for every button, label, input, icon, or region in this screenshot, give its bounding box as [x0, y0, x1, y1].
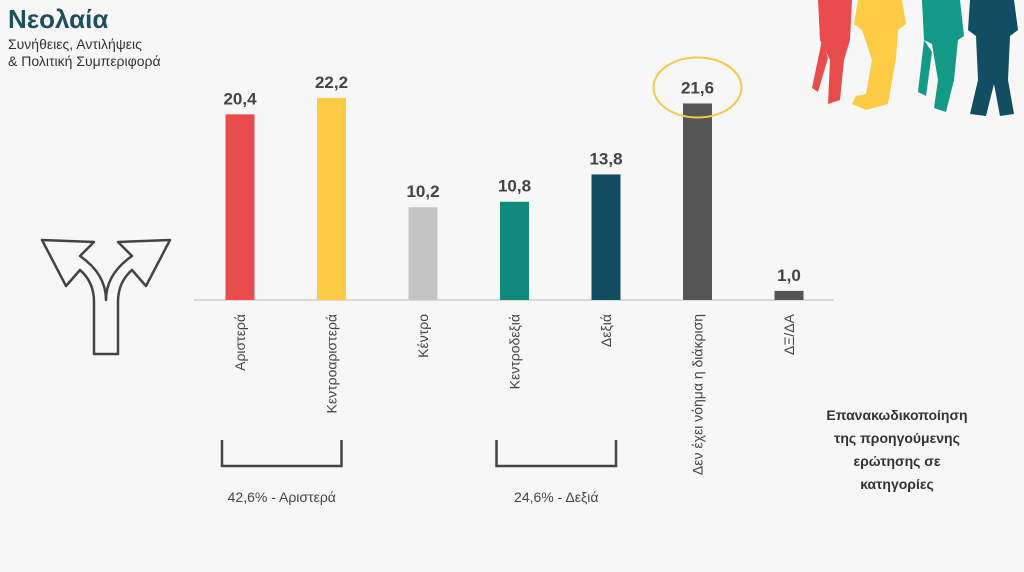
subtitle-line: Συνήθειες, Αντιλήψεις [8, 36, 142, 52]
value-label: 13,8 [589, 149, 622, 168]
category-label: Αριστερά [232, 314, 248, 371]
note-line: ερώτησης σε [853, 453, 941, 469]
highlight-circle [652, 56, 743, 119]
page-subtitle: Συνήθειες, Αντιλήψεις & Πολιτική Συμπερι… [8, 36, 161, 70]
group-bracket [220, 440, 343, 468]
bar [591, 174, 621, 300]
group-label: 42,6% - Αριστερά [228, 489, 336, 505]
group-label: 24,6% - Δεξιά [514, 489, 598, 505]
bar [774, 290, 804, 300]
value-label: 10,2 [406, 182, 439, 201]
value-label: 10,8 [498, 177, 531, 196]
note-line: κατηγορίες [860, 476, 934, 492]
value-label: 22,2 [315, 73, 348, 92]
category-label: Δεν έχει νόημα η διάκριση [690, 314, 706, 475]
note-line: της προηγούμενης [834, 430, 960, 446]
recode-note: Επανακωδικοποίηση της προηγούμενης ερώτη… [816, 404, 978, 496]
category-label: ΔΞ/ΔΑ [781, 313, 797, 355]
subtitle-line: & Πολιτική Συμπεριφορά [8, 53, 161, 69]
category-label: Δεξιά [598, 314, 614, 347]
value-label: 21,6 [681, 78, 714, 97]
split-arrow-icon [40, 238, 172, 356]
value-label: 20,4 [223, 89, 257, 108]
page-title: Νεολαία [8, 4, 109, 34]
bar [225, 114, 255, 300]
category-label: Κεντροαριστερά [324, 314, 340, 414]
bar [408, 207, 438, 300]
bar [683, 103, 712, 300]
category-label: Κέντρο [415, 314, 431, 358]
bar [500, 201, 529, 300]
category-label: Κεντροδεξιά [507, 314, 523, 389]
group-bracket [495, 440, 618, 468]
youth-people-icon [812, 0, 1018, 116]
value-label: 1,0 [777, 266, 801, 285]
note-line: Επανακωδικοποίηση [826, 407, 968, 423]
bar [317, 98, 346, 300]
